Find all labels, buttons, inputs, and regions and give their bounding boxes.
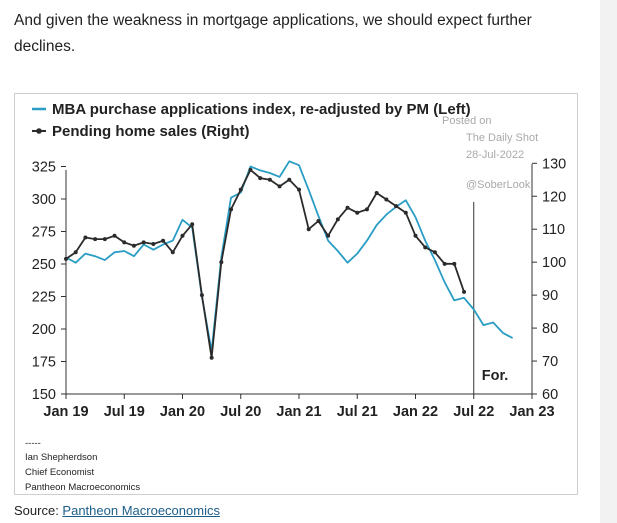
series-point-pending (345, 205, 350, 210)
series-point-pending (209, 355, 214, 360)
series-point-pending (316, 218, 321, 223)
series-point-pending (413, 233, 418, 238)
series-point-pending (432, 250, 437, 255)
series-point-pending (161, 238, 166, 243)
left-axis-tick-label: 325 (32, 160, 56, 176)
left-axis-tick-label: 275 (32, 225, 56, 241)
series-point-pending (112, 233, 117, 238)
series-point-pending (102, 237, 107, 242)
left-axis-tick-label: 175 (32, 355, 56, 371)
watermark-date: 28-Jul-2022 (466, 149, 524, 161)
series-point-pending (73, 250, 78, 255)
series-point-pending (364, 207, 369, 212)
series-point-pending (219, 260, 224, 265)
series-point-pending (277, 184, 282, 189)
signature-name: Ian Shepherdson (25, 452, 98, 463)
right-axis-tick-label: 70 (542, 354, 558, 370)
series-point-pending (297, 187, 301, 192)
source-line: Source: Pantheon Macroeconomics (14, 503, 220, 518)
series-point-pending (423, 245, 428, 250)
x-axis-tick-label: Jan 20 (160, 404, 205, 420)
legend-label-mba: MBA purchase applications index, re-adju… (52, 101, 471, 118)
series-point-pending (374, 190, 379, 195)
chart-plot: MBA purchase applications index, re-adju… (32, 101, 566, 420)
watermark-handle: @SoberLook (466, 179, 531, 191)
series-point-pending (403, 210, 408, 215)
right-axis-tick-label: 110 (542, 222, 565, 238)
series-point-pending (335, 217, 340, 222)
series-point-pending (131, 243, 136, 248)
left-axis-tick-label: 225 (32, 290, 56, 306)
x-axis-tick-label: Jul 21 (337, 404, 378, 420)
series-point-pending (93, 237, 98, 242)
series-point-pending (170, 250, 175, 255)
series-point-pending (151, 242, 156, 247)
series-point-pending (462, 289, 467, 294)
x-axis-tick-label: Jul 19 (104, 404, 145, 420)
x-axis-tick-label: Jan 19 (43, 404, 88, 420)
page-scroll-gutter (600, 0, 617, 523)
watermark-posted-on: Posted on (442, 115, 492, 127)
legend-label-pending: Pending home sales (Right) (52, 123, 250, 140)
left-axis-tick-label: 300 (32, 192, 56, 208)
right-axis-tick-label: 130 (542, 156, 566, 172)
left-axis-tick-label: 150 (32, 387, 56, 403)
series-point-pending (141, 240, 146, 245)
right-axis-tick-label: 120 (542, 189, 566, 205)
series-point-pending (326, 233, 331, 238)
series-point-pending (64, 256, 68, 261)
series-point-pending (287, 177, 292, 182)
x-axis-tick-label: Jul 22 (453, 404, 494, 420)
watermark-site: The Daily Shot (466, 132, 538, 144)
series-point-pending (394, 204, 399, 209)
x-axis-tick-label: Jul 20 (220, 404, 261, 420)
x-axis-tick-label: Jan 22 (393, 404, 438, 420)
chart-card: MBA purchase applications index, re-adju… (14, 93, 578, 495)
right-axis-tick-label: 90 (542, 288, 558, 304)
series-point-pending (384, 197, 389, 202)
x-axis-tick-label: Jan 21 (276, 404, 321, 420)
left-axis-tick-label: 250 (32, 257, 56, 273)
signature-role: Chief Economist (25, 467, 95, 478)
signature-dashes: ----- (25, 438, 41, 449)
source-prefix: Source: (14, 503, 63, 518)
series-point-pending (83, 235, 88, 240)
signature-company: Pantheon Macroeconomics (25, 482, 141, 493)
series-line-mba (65, 160, 514, 353)
series-point-pending (452, 261, 457, 266)
series-point-pending (238, 187, 243, 192)
x-axis-tick-label: Jan 23 (509, 404, 554, 420)
series-point-pending (248, 167, 253, 172)
series-point-pending (258, 176, 263, 181)
series-point-pending (199, 293, 204, 298)
left-axis-tick-label: 200 (32, 322, 56, 338)
legend-marker-pending (36, 128, 42, 134)
forecast-label: For. (482, 368, 509, 384)
right-axis-tick-label: 80 (542, 321, 558, 337)
right-axis-tick-label: 60 (542, 387, 558, 403)
intro-paragraph: And given the weakness in mortgage appli… (14, 12, 532, 55)
series-point-pending (267, 177, 272, 182)
series-point-pending (190, 222, 195, 227)
series-point-pending (355, 210, 360, 215)
series-point-pending (306, 227, 311, 232)
series-line-pending (65, 169, 465, 359)
series-point-pending (122, 240, 127, 245)
series-point-pending (442, 261, 447, 266)
source-link[interactable]: Pantheon Macroeconomics (62, 503, 220, 518)
series-point-pending (229, 207, 234, 212)
right-axis-tick-label: 100 (542, 255, 566, 271)
series-point-pending (180, 233, 185, 238)
